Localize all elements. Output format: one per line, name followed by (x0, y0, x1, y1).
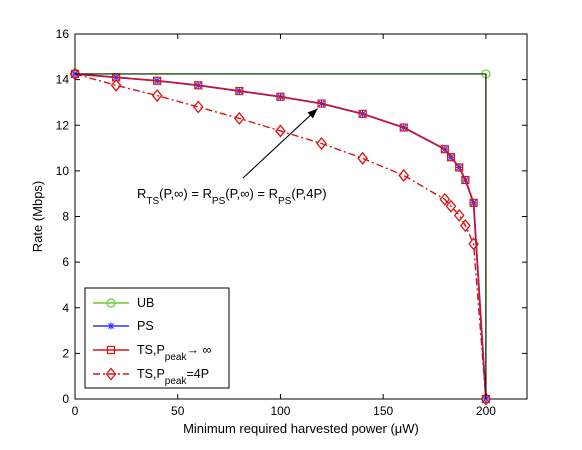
legend-label: UB (137, 296, 154, 310)
data-point (399, 123, 408, 132)
data-point (453, 208, 465, 222)
y-tick-label: 2 (62, 346, 69, 360)
legend-entry-3: TS,Ppeak=4P (93, 367, 209, 387)
y-tick-label: 14 (56, 73, 70, 87)
legend-entry-2: TS,Ppeak→ ∞ (93, 343, 211, 363)
series-3 (69, 67, 492, 406)
legend-marker (106, 298, 116, 308)
y-tick-label: 12 (56, 118, 70, 132)
data-point (194, 81, 203, 90)
annotation-layer: RTS(P,∞) = RPS(P,∞) = RPS(P,4P) (137, 108, 327, 207)
data-point (235, 86, 244, 96)
annotation-arrow-line (242, 108, 318, 179)
annotation-arrow-head (307, 108, 318, 119)
x-axis-label: Minimum required harvested power (μW) (183, 421, 419, 436)
data-point (316, 136, 327, 151)
y-tick-label: 0 (62, 392, 69, 406)
x-tick-label: 50 (171, 404, 185, 418)
data-point (461, 175, 470, 185)
axes-layer: 0 50 100 150 200 0 2 4 6 8 10 12 14 16 (56, 27, 527, 418)
data-point (234, 111, 245, 125)
data-point (439, 192, 451, 206)
data-point (192, 100, 204, 114)
data-point (446, 153, 456, 162)
data-point (460, 219, 471, 233)
x-tick-label: 100 (270, 404, 290, 418)
data-point (455, 163, 464, 172)
series-line (74, 73, 487, 400)
x-tick-label: 200 (476, 404, 496, 418)
y-tick-label: 4 (62, 301, 69, 315)
y-tick-label: 6 (62, 255, 69, 269)
legend-marker (107, 322, 115, 330)
data-point (469, 198, 478, 207)
annotation-text: RTS(P,∞) = RPS(P,∞) = RPS(P,4P) (137, 186, 327, 207)
data-point (276, 92, 285, 101)
x-tick-label: 0 (72, 404, 79, 418)
legend: UB PS TS,Ppeak→ ∞ TS,Ppeak=4P (84, 287, 230, 389)
data-point (357, 151, 368, 165)
y-axis-label: Rate (Mbps) (30, 181, 45, 253)
legend-label: PS (137, 319, 154, 333)
data-point (440, 145, 449, 154)
legend-entry-0: UB (93, 296, 154, 310)
legend-label: TS,Ppeak=4P (137, 367, 209, 387)
x-tick-label: 150 (373, 404, 393, 418)
data-point (153, 76, 162, 85)
data-point (317, 99, 326, 108)
data-point (151, 89, 163, 103)
data-point (275, 124, 286, 138)
data-point (110, 78, 122, 92)
legend-marker (106, 345, 116, 355)
data-point (358, 109, 367, 118)
legend-marker (105, 367, 117, 381)
data-point (398, 168, 410, 182)
series-2 (70, 69, 491, 404)
data-point (445, 199, 457, 213)
y-tick-label: 10 (56, 164, 70, 178)
series-layer (69, 67, 492, 406)
legend-label: TS,Ppeak→ ∞ (137, 343, 211, 363)
y-tick-label: 16 (56, 27, 70, 41)
legend-entry-1: PS (93, 319, 154, 333)
y-tick-label: 8 (62, 210, 69, 224)
